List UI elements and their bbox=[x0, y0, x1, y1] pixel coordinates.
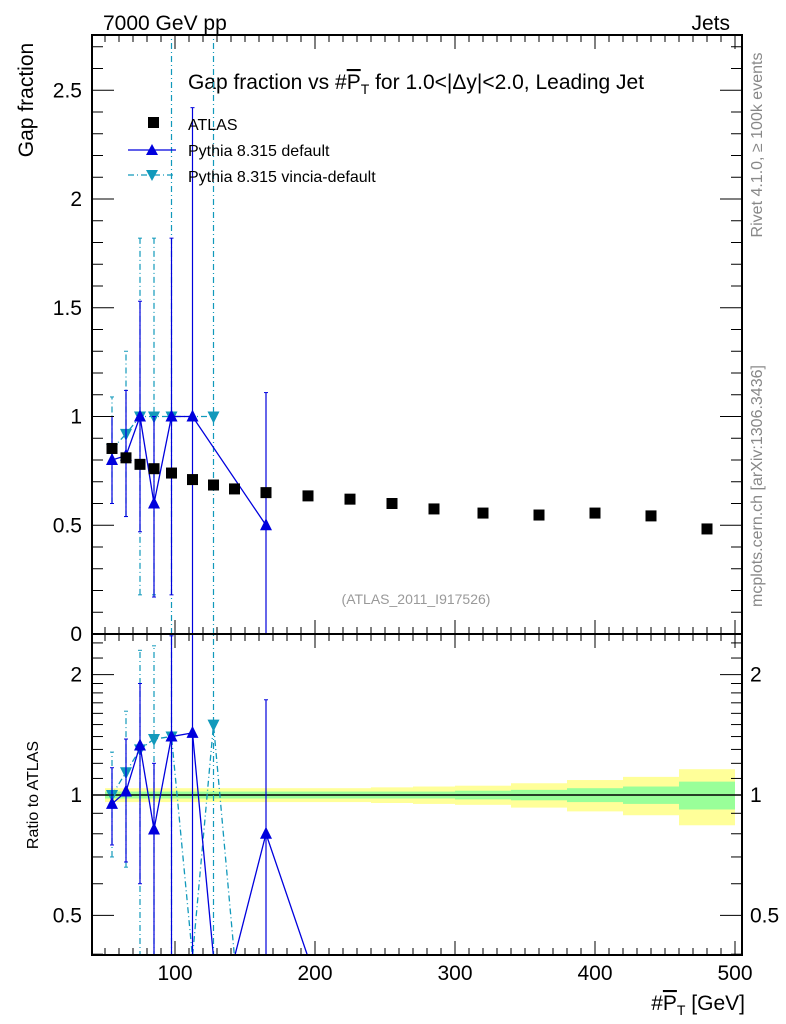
atlas-point bbox=[701, 523, 713, 535]
ratio-vincia-point bbox=[148, 734, 160, 747]
y-tick-label: 2.5 bbox=[53, 79, 82, 102]
default-point bbox=[134, 409, 146, 422]
atlas-point bbox=[134, 458, 146, 470]
atlas-point bbox=[229, 483, 240, 495]
default-point bbox=[106, 453, 118, 465]
ratio-y-tick-label: 2 bbox=[70, 664, 82, 687]
atlas-point bbox=[208, 479, 219, 491]
legend-vincia: Pythia 8.315 vincia-default bbox=[188, 169, 376, 186]
ratio-y-tick-label-right: 2 bbox=[750, 664, 762, 687]
ratio-vincia-point bbox=[207, 719, 220, 732]
atlas-point bbox=[120, 452, 132, 464]
x-axis-label: #PT [GeV] bbox=[651, 992, 745, 1018]
ratio-default-point bbox=[134, 738, 146, 751]
ratio-vincia-line bbox=[111, 724, 235, 955]
header-left: 7000 GeV pp bbox=[103, 12, 227, 35]
y-tick-label: 0.5 bbox=[53, 514, 82, 537]
chart-title: Gap fraction vs #PT for 1.0<|Δy|<2.0, Le… bbox=[188, 71, 644, 97]
ratio-default-point bbox=[148, 822, 160, 835]
ratio-default-point bbox=[186, 725, 199, 738]
default-point bbox=[148, 496, 160, 509]
atlas-point bbox=[344, 493, 356, 505]
ratio-default-point bbox=[120, 784, 132, 797]
atlas-point bbox=[533, 509, 545, 521]
default-point bbox=[165, 409, 178, 422]
mcplots-label: mcplots.cern.ch [arXiv:1306.3436] bbox=[749, 365, 766, 607]
x-tick-label: 100 bbox=[157, 962, 192, 985]
rivet-label: Rivet 4.1.0, ≥ 100k events bbox=[749, 53, 766, 238]
ratio-y-tick-label: 0.5 bbox=[53, 904, 82, 927]
atlas-point bbox=[645, 510, 657, 522]
atlas-point bbox=[477, 507, 489, 519]
atlas-point bbox=[302, 490, 314, 502]
x-tick-label: 300 bbox=[437, 962, 472, 985]
ratio-default-point bbox=[260, 826, 272, 839]
legend-marker-default bbox=[146, 144, 158, 155]
x-tick-label: 200 bbox=[297, 962, 332, 985]
legend-marker-vincia bbox=[146, 170, 158, 181]
ratio-default-point bbox=[165, 729, 178, 742]
default-point bbox=[260, 518, 272, 531]
y-tick-label: 2 bbox=[70, 188, 82, 211]
default-point bbox=[186, 409, 199, 422]
x-tick-label: 400 bbox=[577, 962, 612, 985]
default-line bbox=[111, 415, 267, 526]
ratio-y-tick-label-right: 0.5 bbox=[750, 904, 779, 927]
legend-default: Pythia 8.315 default bbox=[188, 143, 330, 160]
legend-marker-atlas bbox=[148, 117, 159, 128]
ratio-default-point bbox=[106, 796, 118, 809]
atlas-point bbox=[260, 487, 272, 499]
atlas-point bbox=[106, 442, 118, 454]
legend-atlas: ATLAS bbox=[188, 117, 238, 134]
atlas-point bbox=[386, 498, 398, 509]
atlas-point bbox=[166, 467, 177, 479]
ratio-y-tick-label: 1 bbox=[70, 784, 82, 807]
header-right: Jets bbox=[691, 12, 730, 35]
atlas-point bbox=[589, 507, 601, 519]
y-tick-label: 1.5 bbox=[53, 297, 82, 320]
ratio-default-line bbox=[111, 732, 309, 955]
y-axis-label: Gap fraction bbox=[15, 43, 38, 157]
y-tick-label: 1 bbox=[70, 406, 82, 429]
x-tick-label: 500 bbox=[717, 962, 752, 985]
y-tick-label: 0 bbox=[70, 623, 82, 646]
analysis-label: (ATLAS_2011_I917526) bbox=[342, 591, 491, 607]
ratio-y-tick-label-right: 1 bbox=[750, 784, 762, 807]
atlas-point bbox=[148, 463, 160, 475]
ratio-y-axis-label: Ratio to ATLAS bbox=[25, 741, 42, 849]
vincia-point bbox=[207, 411, 220, 424]
atlas-point bbox=[428, 503, 440, 515]
atlas-point bbox=[187, 474, 198, 486]
legend: ATLAS Pythia 8.315 default Pythia 8.315 … bbox=[128, 117, 376, 186]
